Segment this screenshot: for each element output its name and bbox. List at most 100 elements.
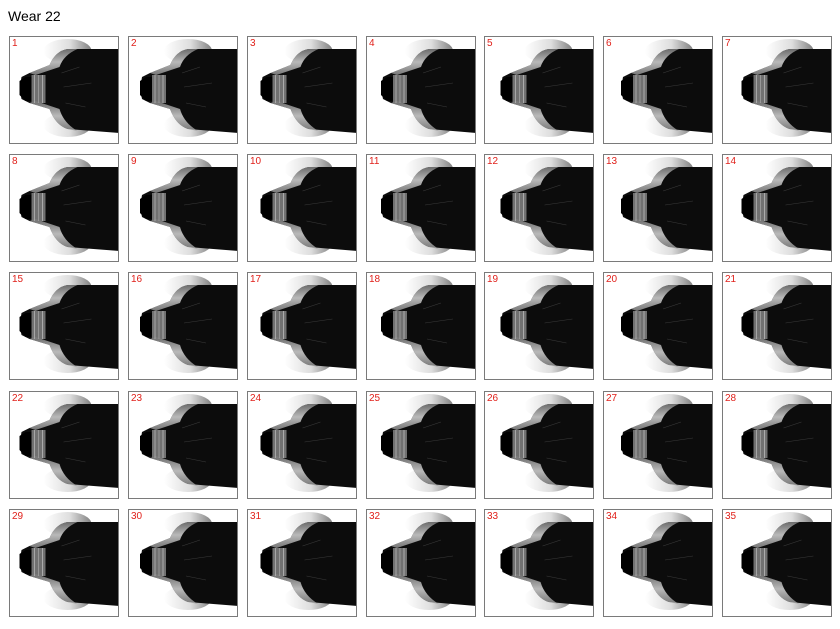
gear-tooth-image [248,510,356,616]
gear-tooth-image [604,155,712,261]
gear-tooth-image [485,392,593,498]
tile-number-label: 34 [606,511,618,522]
image-tile: 31 [247,509,357,617]
gear-tooth-image [129,392,237,498]
image-tile: 15 [9,272,119,380]
gear-tooth-image [129,273,237,379]
gear-tooth-image [723,510,831,616]
image-tile: 28 [722,391,832,499]
tile-number-label: 27 [606,393,618,404]
image-tile: 34 [603,509,713,617]
tile-number-label: 9 [131,156,137,167]
tile-number-label: 33 [487,511,499,522]
gear-tooth-image [485,273,593,379]
tile-number-label: 29 [12,511,24,522]
gear-tooth-image [723,273,831,379]
image-tile: 12 [484,154,594,262]
tile-number-label: 24 [250,393,262,404]
tile-number-label: 6 [606,38,612,49]
image-tile: 16 [128,272,238,380]
tile-number-label: 31 [250,511,262,522]
tile-number-label: 17 [250,274,262,285]
gear-tooth-image [10,273,118,379]
gear-tooth-image [129,510,237,616]
tile-number-label: 14 [725,156,737,167]
gear-tooth-image [10,510,118,616]
image-tile: 25 [366,391,476,499]
image-tile: 11 [366,154,476,262]
tile-number-label: 2 [131,38,137,49]
gear-tooth-image [604,273,712,379]
tile-number-label: 35 [725,511,737,522]
image-tile: 2 [128,36,238,144]
image-tile: 6 [603,36,713,144]
image-tile: 8 [9,154,119,262]
tile-number-label: 22 [12,393,24,404]
image-tile: 29 [9,509,119,617]
figure-title: Wear 22 [8,8,61,24]
gear-tooth-image [604,37,712,143]
image-tile: 19 [484,272,594,380]
tile-number-label: 7 [725,38,731,49]
gear-tooth-image [367,155,475,261]
image-tile: 27 [603,391,713,499]
tile-number-label: 23 [131,393,143,404]
tile-number-label: 25 [369,393,381,404]
tile-number-label: 32 [369,511,381,522]
gear-tooth-image [723,392,831,498]
image-tile: 22 [9,391,119,499]
image-tile: 1 [9,36,119,144]
gear-tooth-image [367,510,475,616]
tile-number-label: 12 [487,156,499,167]
gear-tooth-image [485,37,593,143]
tile-number-label: 15 [12,274,24,285]
tile-number-label: 26 [487,393,499,404]
tile-number-label: 20 [606,274,618,285]
tile-number-label: 1 [12,38,18,49]
image-tile: 9 [128,154,238,262]
gear-tooth-image [10,392,118,498]
gear-tooth-image [367,392,475,498]
gear-tooth-image [723,37,831,143]
gear-tooth-image [248,392,356,498]
gear-tooth-image [248,37,356,143]
tile-number-label: 16 [131,274,143,285]
image-tile: 18 [366,272,476,380]
image-tile: 26 [484,391,594,499]
tile-number-label: 8 [12,156,18,167]
tile-number-label: 28 [725,393,737,404]
gear-tooth-image [129,155,237,261]
image-tile: 35 [722,509,832,617]
gear-tooth-image [10,37,118,143]
gear-tooth-image [248,155,356,261]
image-tile: 4 [366,36,476,144]
image-tile: 13 [603,154,713,262]
gear-tooth-image [604,392,712,498]
image-tile: 7 [722,36,832,144]
tile-number-label: 10 [250,156,262,167]
image-tile: 21 [722,272,832,380]
gear-tooth-image [129,37,237,143]
gear-tooth-image [485,155,593,261]
tile-number-label: 4 [369,38,375,49]
tile-number-label: 18 [369,274,381,285]
image-tile: 20 [603,272,713,380]
image-tile: 14 [722,154,832,262]
image-tile: 30 [128,509,238,617]
gear-tooth-image [723,155,831,261]
tile-number-label: 13 [606,156,618,167]
image-tile: 33 [484,509,594,617]
image-tile: 23 [128,391,238,499]
image-tile: 17 [247,272,357,380]
image-tile: 24 [247,391,357,499]
tile-number-label: 11 [369,156,380,167]
gear-tooth-image [248,273,356,379]
gear-tooth-image [604,510,712,616]
tile-number-label: 30 [131,511,143,522]
gear-tooth-image [367,273,475,379]
tile-number-label: 19 [487,274,499,285]
tile-number-label: 5 [487,38,493,49]
image-tile: 10 [247,154,357,262]
image-tile: 32 [366,509,476,617]
image-tile: 5 [484,36,594,144]
